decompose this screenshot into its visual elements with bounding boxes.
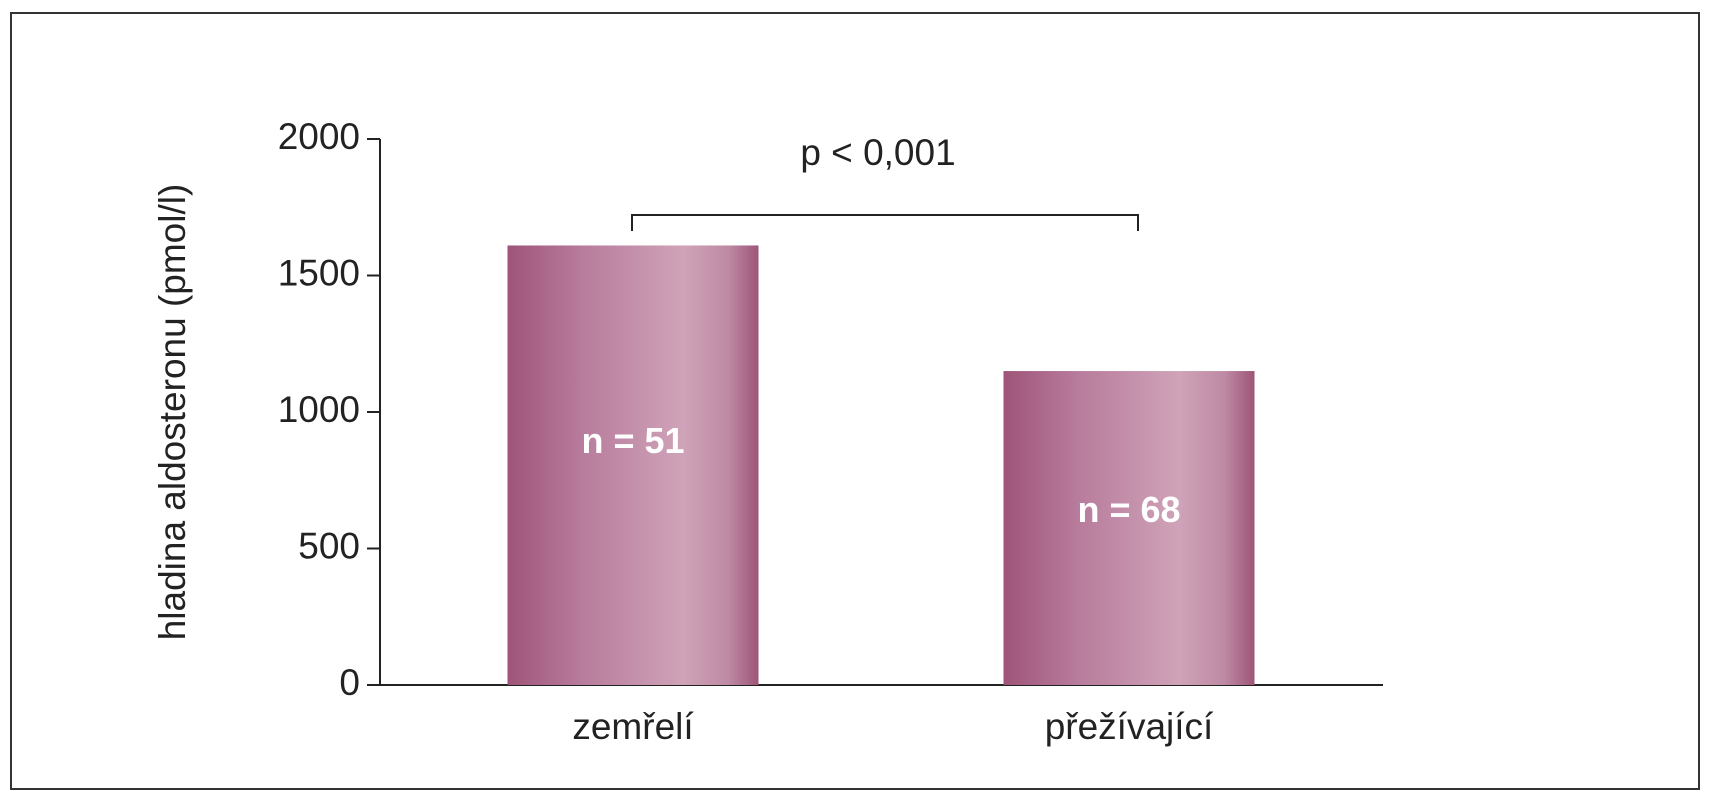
y-tick-label: 500 <box>298 525 360 566</box>
significance-bracket <box>631 214 1139 231</box>
x-tick-label: přežívající <box>1045 706 1214 747</box>
frame <box>10 12 1700 790</box>
y-tick-label: 1500 <box>278 252 360 293</box>
bar-label: n = 51 <box>581 420 684 461</box>
bar <box>507 245 759 685</box>
y-tick-label: 0 <box>339 662 360 703</box>
y-tick-label: 1000 <box>278 389 360 430</box>
x-tick-label: zemřelí <box>572 706 694 747</box>
bar <box>1003 371 1255 685</box>
bar-label: n = 68 <box>1077 489 1180 530</box>
y-axis-label: hladina aldosteronu (pmol/l) <box>152 184 193 641</box>
annotation: p < 0,001 <box>800 132 955 173</box>
y-tick-label: 2000 <box>278 116 360 157</box>
